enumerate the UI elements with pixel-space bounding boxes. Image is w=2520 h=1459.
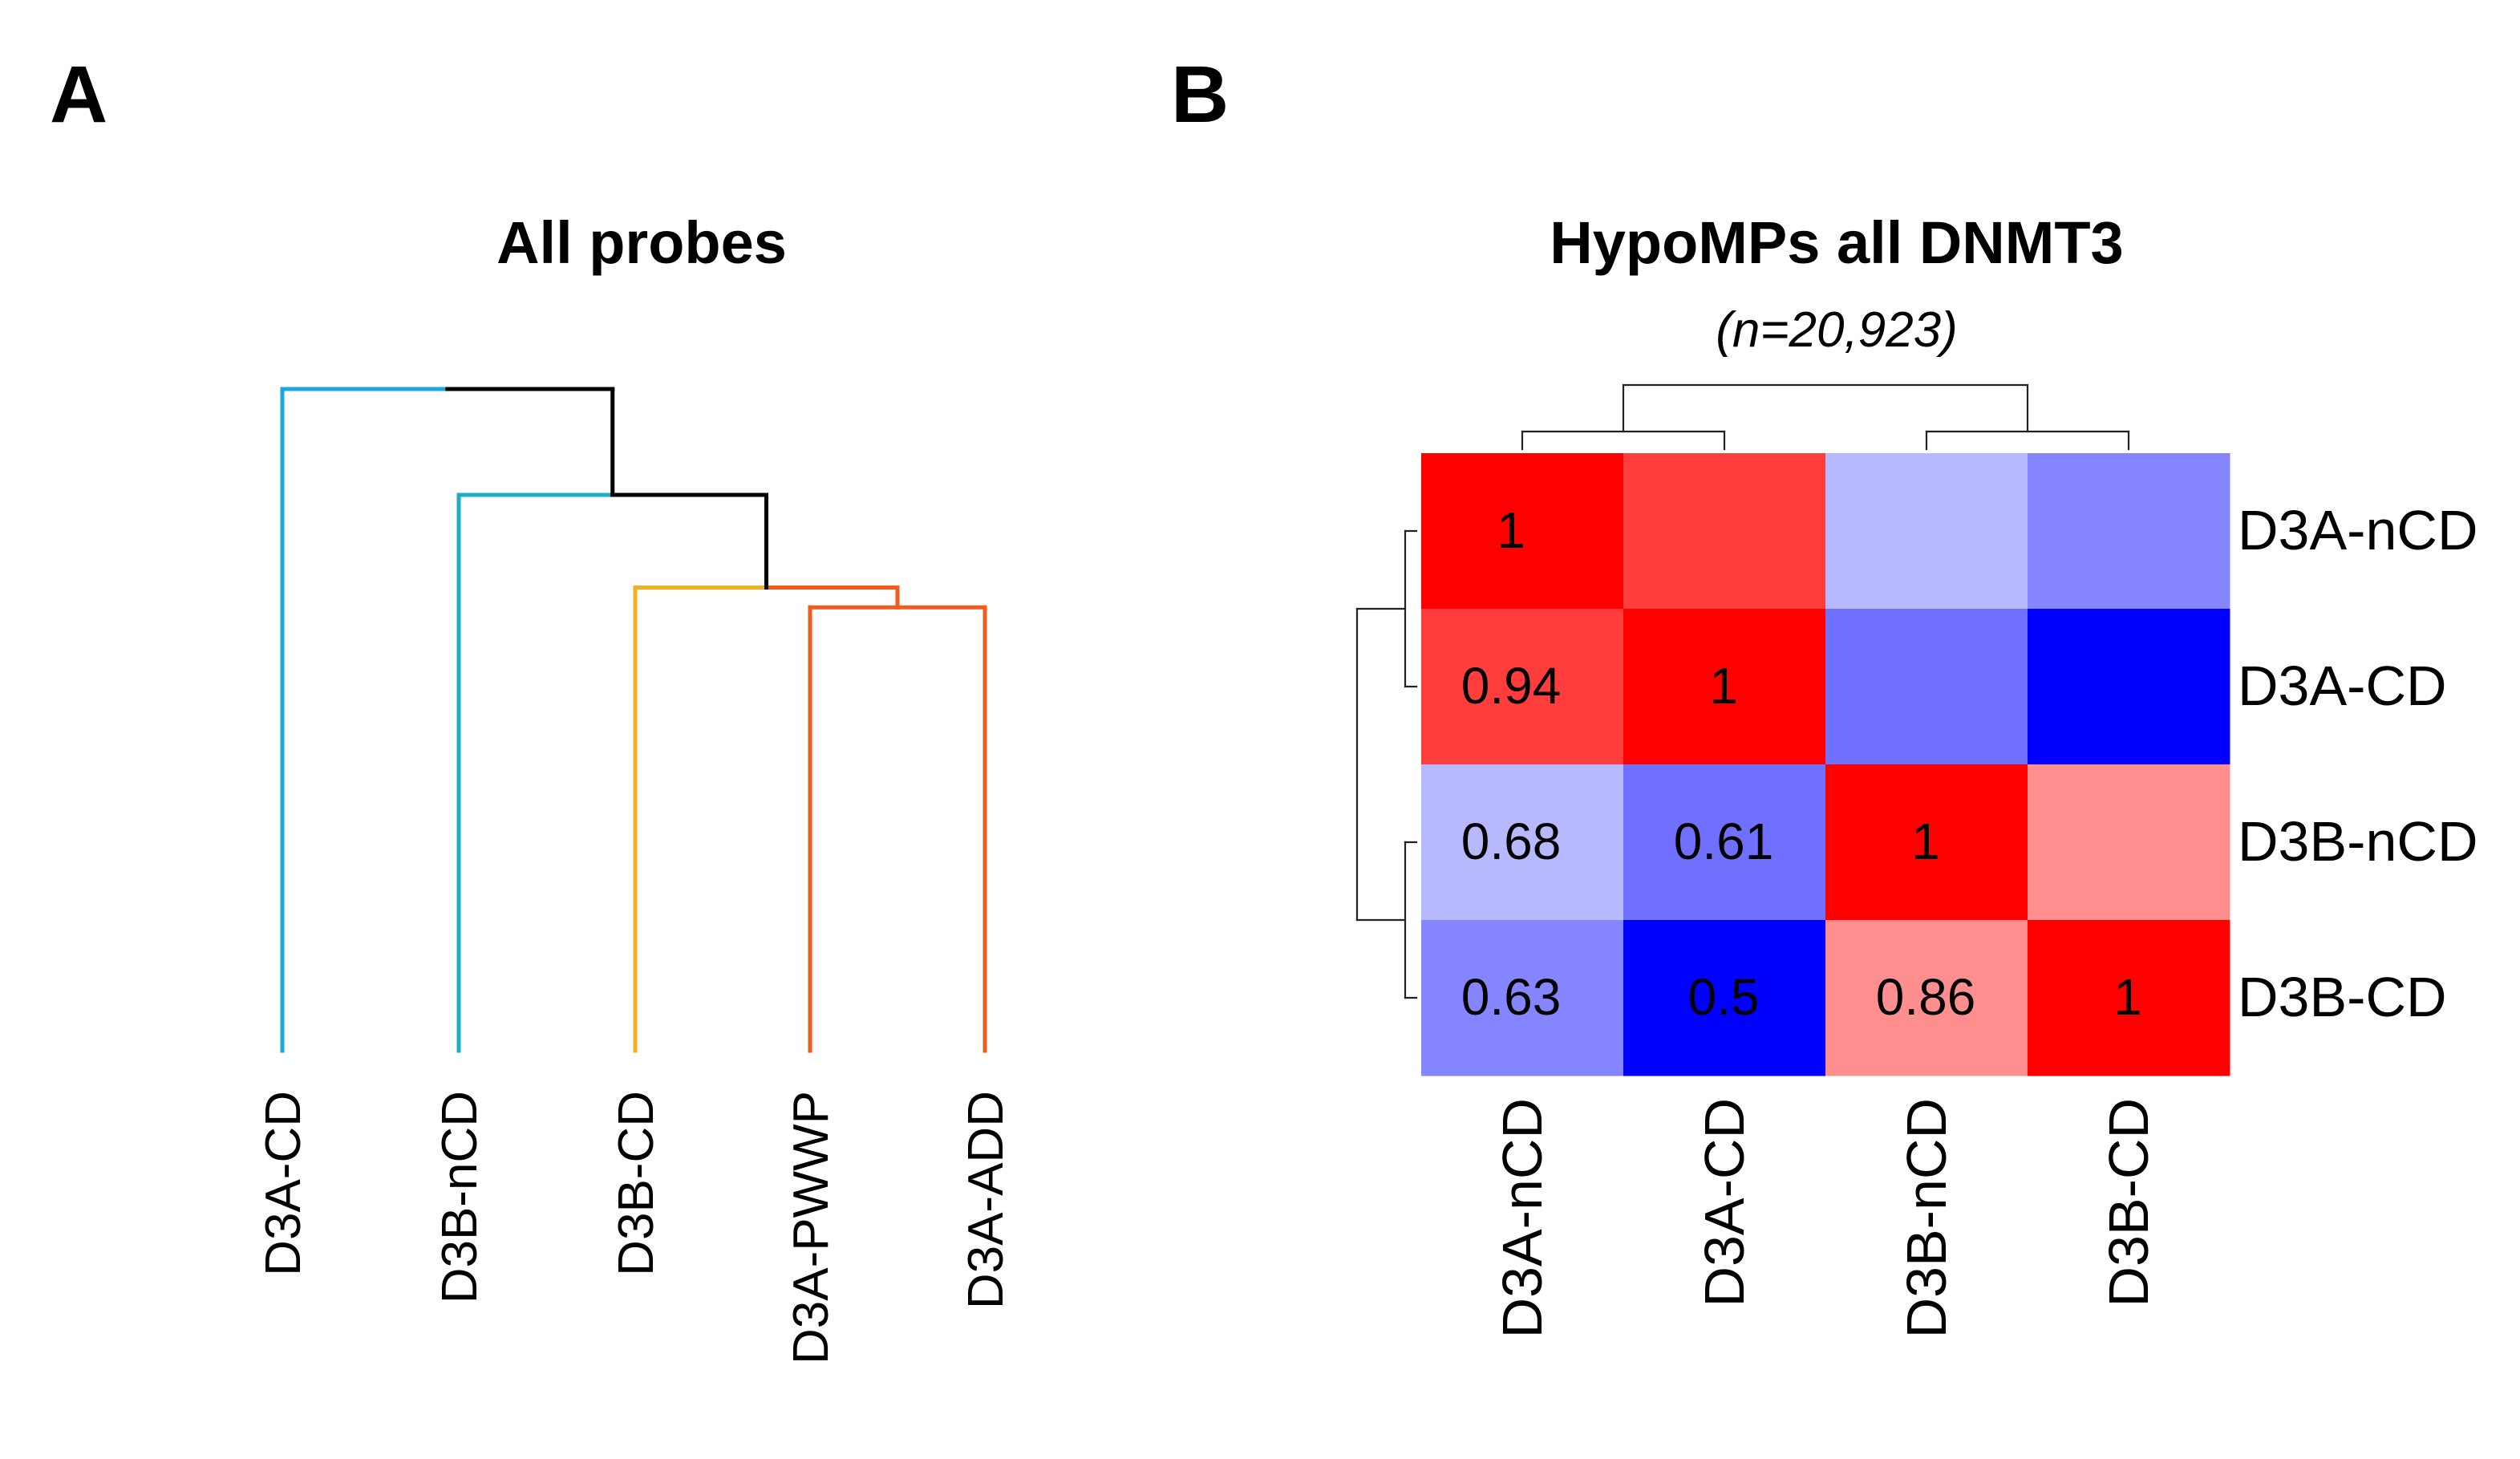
dendrogram-leaf-label: D3B-CD: [609, 1091, 664, 1276]
heatmap-cell-label: 1: [2113, 968, 2142, 1026]
heatmap-cell: [1623, 764, 1826, 921]
heatmap-cell: [1825, 453, 2028, 610]
heatmap-title: HypoMPs all DNMT3: [1550, 209, 2123, 276]
heatmap-cells: [1421, 453, 2230, 1076]
heatmap-cell-label: 0.5: [1688, 968, 1760, 1026]
heatmap-col-label: D3B-CD: [2097, 1098, 2160, 1307]
dendrogram-leaf-label: D3B-nCD: [432, 1091, 488, 1303]
heatmap-cell-label: 1: [1709, 657, 1738, 715]
heatmap-col-labels: D3A-nCD D3A-CD D3B-nCD D3B-CD: [1491, 1098, 2160, 1339]
heatmap-cell-labels: 1 0.94 1 0.68 0.61 1 0.63 0.5 0.86 1: [1461, 501, 2142, 1026]
heatmap-cell-label: 1: [1911, 813, 1940, 870]
heatmap-cell-label: 0.94: [1461, 657, 1562, 715]
heatmap-cell: [2028, 920, 2230, 1076]
heatmap-col-label: D3B-nCD: [1895, 1098, 1958, 1339]
heatmap-cell: [2028, 453, 2230, 610]
heatmap-cell: [1421, 764, 1624, 921]
heatmap-panel: HypoMPs all DNMT3 (n=20,923) 1 0.94 1 0.68 0…: [1355, 209, 2478, 1339]
heatmap-cell-label: 0.86: [1876, 968, 1976, 1026]
dendrogram-title: All probes: [496, 209, 787, 276]
heatmap-cell-label: 0.68: [1461, 813, 1562, 870]
heatmap-cell-label: 1: [1497, 501, 1525, 559]
heatmap-row-label: D3A-CD: [2238, 655, 2447, 717]
heatmap-cell-label: 0.63: [1461, 968, 1562, 1026]
dendrogram-panel: All probes D3A-CD D3B-nCD D3B-CD D3A-PWWP D3…: [256, 209, 1014, 1364]
heatmap-cell: [1421, 609, 1624, 765]
heatmap-dendrograms: [1355, 383, 2130, 999]
heatmap-cell: [1623, 609, 1826, 765]
heatmap-cell-label: 0.61: [1674, 813, 1774, 870]
heatmap-row-label: D3A-nCD: [2238, 499, 2478, 561]
heatmap-row-labels: D3A-nCD D3A-CD D3B-nCD D3B-CD: [2238, 499, 2478, 1028]
heatmap-cell: [1825, 764, 2028, 921]
heatmap-cell: [1421, 920, 1624, 1076]
heatmap-cell: [1825, 609, 2028, 765]
heatmap-cell: [2028, 609, 2230, 765]
heatmap-cell: [1623, 920, 1826, 1076]
heatmap-col-label: D3A-CD: [1693, 1098, 1756, 1307]
heatmap-subtitle: (n=20,923): [1716, 302, 1958, 358]
dendrogram-leaf-labels: D3A-CD D3B-nCD D3B-CD D3A-PWWP D3A-ADD: [256, 1091, 1014, 1364]
dendrogram-leaf-label: D3A-ADD: [958, 1091, 1014, 1309]
dendrogram-leaf-label: D3A-PWWP: [784, 1091, 839, 1364]
heatmap-row-label: D3B-nCD: [2238, 810, 2478, 873]
heatmap-cell: [1623, 453, 1826, 610]
heatmap-col-label: D3A-nCD: [1491, 1098, 1554, 1339]
heatmap-cell: [2028, 764, 2230, 921]
panel-a-label: A: [50, 50, 107, 140]
dendrogram-links: [280, 387, 987, 1053]
heatmap-cell: [1421, 453, 1624, 610]
panel-b-label: B: [1171, 50, 1229, 140]
dendrogram-leaf-label: D3A-CD: [256, 1091, 311, 1276]
heatmap-row-label: D3B-CD: [2238, 966, 2447, 1028]
heatmap-cell: [1825, 920, 2028, 1076]
